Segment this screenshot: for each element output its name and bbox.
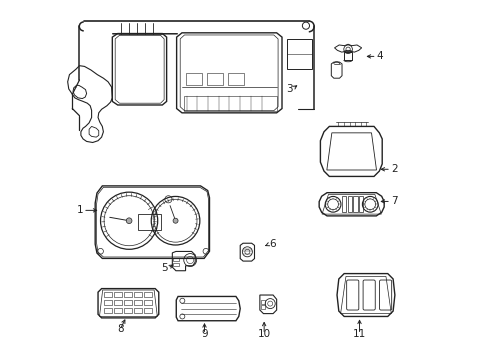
Text: 5: 5	[161, 263, 167, 273]
Text: 11: 11	[352, 329, 366, 339]
Bar	[104, 292, 111, 297]
Bar	[228, 73, 244, 85]
Bar	[261, 300, 264, 303]
Circle shape	[126, 218, 132, 224]
Bar	[138, 213, 161, 230]
Text: 7: 7	[390, 197, 397, 206]
Bar	[134, 300, 142, 305]
Bar	[144, 300, 151, 305]
Bar	[353, 197, 357, 212]
Bar	[104, 300, 111, 305]
Bar	[183, 96, 276, 111]
Bar	[286, 39, 312, 69]
Bar	[134, 292, 142, 297]
Bar	[144, 292, 151, 297]
Bar	[124, 292, 131, 297]
Text: 2: 2	[390, 164, 397, 174]
Text: 6: 6	[268, 239, 275, 249]
Text: 10: 10	[257, 329, 270, 339]
Bar	[134, 308, 142, 313]
Text: 1: 1	[76, 205, 83, 215]
Bar	[173, 263, 179, 266]
Circle shape	[173, 218, 178, 223]
Text: 4: 4	[376, 51, 383, 62]
Bar	[104, 308, 111, 313]
Bar	[124, 308, 131, 313]
Bar	[114, 292, 122, 297]
Bar	[114, 300, 122, 305]
Bar	[341, 197, 346, 212]
Bar	[114, 308, 122, 313]
Bar	[358, 197, 363, 212]
Bar	[173, 257, 179, 261]
Bar	[124, 300, 131, 305]
Bar	[206, 73, 223, 85]
Bar	[261, 305, 264, 309]
Text: 3: 3	[285, 84, 292, 94]
Bar	[185, 73, 201, 85]
Bar	[144, 308, 151, 313]
Bar	[347, 197, 351, 212]
Text: 8: 8	[117, 324, 123, 334]
Text: 9: 9	[201, 329, 207, 339]
